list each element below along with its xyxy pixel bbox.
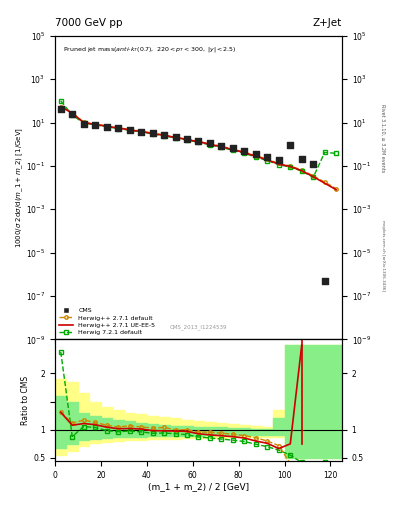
X-axis label: (m_1 + m_2) / 2 [GeV]: (m_1 + m_2) / 2 [GeV] bbox=[148, 482, 249, 492]
Y-axis label: $1000/\sigma\ 2\mathrm{d}\sigma/\mathrm{d}(m\_1 + m\_2)\ [1/\mathrm{GeV}]$: $1000/\sigma\ 2\mathrm{d}\sigma/\mathrm{… bbox=[14, 127, 25, 248]
Point bbox=[241, 147, 248, 155]
Point bbox=[264, 153, 270, 161]
Point bbox=[138, 127, 144, 136]
Point bbox=[321, 277, 328, 285]
Point bbox=[195, 137, 202, 145]
Point bbox=[149, 129, 156, 137]
Point bbox=[161, 131, 167, 139]
Text: Pruned jet mass$(anti$-$k_T(0.7),\ 220{<}p_T{<}300,\ |y|{<}2.5)$: Pruned jet mass$(anti$-$k_T(0.7),\ 220{<… bbox=[63, 45, 237, 54]
Point bbox=[58, 105, 64, 113]
Legend: CMS, Herwig++ 2.7.1 default, Herwig++ 2.7.1 UE-EE-5, Herwig 7.2.1 default: CMS, Herwig++ 2.7.1 default, Herwig++ 2.… bbox=[58, 307, 156, 336]
Y-axis label: Ratio to CMS: Ratio to CMS bbox=[21, 375, 30, 424]
Point bbox=[115, 124, 121, 132]
Text: mcplots.cern.ch [arXiv:1306.3436]: mcplots.cern.ch [arXiv:1306.3436] bbox=[381, 221, 385, 291]
Point bbox=[207, 139, 213, 147]
Point bbox=[253, 150, 259, 158]
Point bbox=[218, 142, 224, 150]
Point bbox=[92, 121, 98, 130]
Text: Rivet 3.1.10, ≥ 3.2M events: Rivet 3.1.10, ≥ 3.2M events bbox=[381, 104, 386, 173]
Point bbox=[299, 155, 305, 163]
Text: CMS_2013_I1224539: CMS_2013_I1224539 bbox=[170, 325, 227, 330]
Text: 7000 GeV pp: 7000 GeV pp bbox=[55, 18, 123, 28]
Text: Z+Jet: Z+Jet bbox=[313, 18, 342, 28]
Point bbox=[275, 156, 282, 164]
Point bbox=[173, 133, 179, 141]
Point bbox=[127, 126, 133, 134]
Point bbox=[103, 122, 110, 131]
Point bbox=[230, 144, 236, 153]
Point bbox=[287, 141, 294, 150]
Point bbox=[184, 135, 190, 143]
Point bbox=[81, 119, 87, 127]
Point bbox=[69, 110, 75, 118]
Point bbox=[310, 160, 316, 168]
